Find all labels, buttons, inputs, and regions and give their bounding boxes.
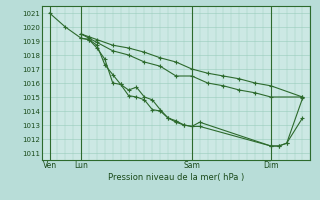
X-axis label: Pression niveau de la mer( hPa ): Pression niveau de la mer( hPa )	[108, 173, 244, 182]
